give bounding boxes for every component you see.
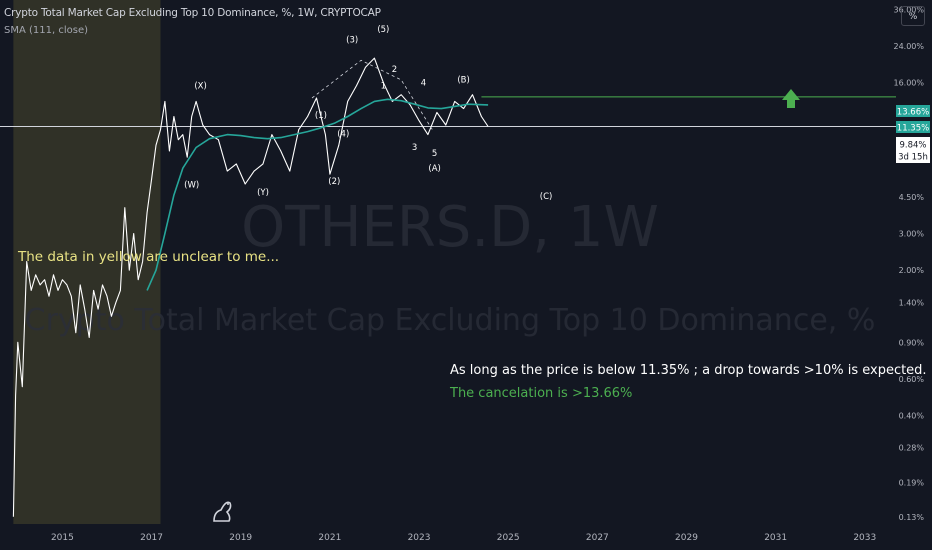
y-tick-label-3.00%: 3.00%	[899, 230, 925, 239]
wave-label-1: (X)	[194, 81, 206, 91]
y-tick-label-0.28%: 0.28%	[899, 444, 925, 453]
badge-last: 9.84%	[899, 141, 926, 151]
note-yellow: The data in yellow are unclear to me...	[17, 249, 279, 265]
note-white: As long as the price is below 11.35% ; a…	[450, 363, 927, 378]
y-tick-label-2.00%: 2.00%	[899, 266, 925, 275]
badge-countdown: 3d 15h	[898, 153, 928, 163]
wave-label-12: 3	[412, 143, 417, 153]
note-green: The cancelation is >13.66%	[449, 386, 632, 401]
annotations: The data in yellow are unclear to me... …	[17, 89, 927, 522]
x-tick-label-2015: 2015	[51, 533, 74, 543]
badge-mid: 11.35%	[897, 124, 929, 134]
y-tick-label-0.13%: 0.13%	[899, 513, 925, 522]
percent-scale-button[interactable]: %	[901, 6, 925, 26]
horizontal-levels	[0, 96, 896, 128]
wave-label-13: 5	[432, 149, 437, 159]
wave-label-16: (C)	[540, 192, 553, 202]
wave-label-11: 4	[421, 79, 426, 89]
wave-label-6: (3)	[346, 35, 358, 45]
wave-label-7: (4)	[337, 130, 349, 140]
x-tick-label-2033: 2033	[853, 533, 876, 543]
chart-title: Crypto Total Market Cap Excluding Top 10…	[4, 7, 381, 19]
y-tick-label-16.00%: 16.00%	[893, 79, 924, 88]
x-tick-label-2021: 2021	[318, 533, 341, 543]
wave-label-8: (5)	[377, 25, 389, 35]
price-badges: 13.66% 11.35% 9.84% 3d 15h	[896, 105, 930, 163]
wave-label-10: 1	[381, 81, 386, 91]
chart-series	[12, 57, 489, 517]
wave-label-3: (Y)	[257, 188, 269, 198]
watermark-symbol: OTHERS.D, 1W	[241, 195, 659, 260]
x-tick-label-2017: 2017	[140, 533, 163, 543]
y-tick-label-0.90%: 0.90%	[899, 338, 925, 347]
watermark: OTHERS.D, 1W Crypto Total Market Cap Exc…	[25, 195, 876, 338]
y-tick-label-36.00%: 36.00%	[893, 6, 924, 15]
wave-label-4: (1)	[315, 111, 327, 121]
x-tick-label-2031: 2031	[764, 533, 787, 543]
indicator-legend[interactable]: SMA (111, close)	[4, 25, 88, 36]
badge-mid-bg	[896, 121, 930, 133]
watermark-description: Crypto Total Market Cap Excluding Top 10…	[25, 303, 876, 338]
y-tick-label-0.60%: 0.60%	[899, 375, 925, 384]
badge-upper: 13.66%	[897, 108, 929, 118]
wave-dashed-outline	[311, 59, 433, 130]
series-sma-line	[146, 98, 489, 291]
x-tick-label-2027: 2027	[586, 533, 609, 543]
wave-label-14: (A)	[428, 164, 440, 174]
x-tick-label-2023: 2023	[408, 533, 431, 543]
wave-labels: (X) (W) (Y) (1) (2) (3) (4) (5) 21 4 3 5 (A) (B) (C)	[184, 25, 552, 202]
wave-label-15: (B)	[457, 76, 469, 86]
y-tick-label-0.40%: 0.40%	[899, 411, 925, 420]
wave-label-2: (W)	[184, 181, 199, 191]
x-tick-label-2019: 2019	[229, 533, 252, 543]
badge-last-bg	[896, 137, 930, 163]
badge-upper-bg	[896, 105, 930, 117]
x-tick-label-2029: 2029	[675, 533, 698, 543]
y-tick-label-24.00%: 24.00%	[893, 42, 924, 51]
x-axis: 2015 2017 2019 2021 2023 2025 2027 2029 2031 2033	[51, 533, 876, 543]
wave-label-5: (2)	[328, 177, 340, 187]
y-tick-label-4.50%: 4.50%	[899, 193, 925, 202]
x-tick-label-2025: 2025	[497, 533, 520, 543]
up-arrow-icon	[782, 89, 800, 108]
tradingview-logo-icon	[213, 501, 232, 522]
wave-label-9: 2	[392, 65, 397, 75]
y-tick-label-0.19%: 0.19%	[899, 479, 925, 488]
y-tick-label-1.40%: 1.40%	[899, 298, 925, 307]
series-price-line	[12, 57, 489, 517]
